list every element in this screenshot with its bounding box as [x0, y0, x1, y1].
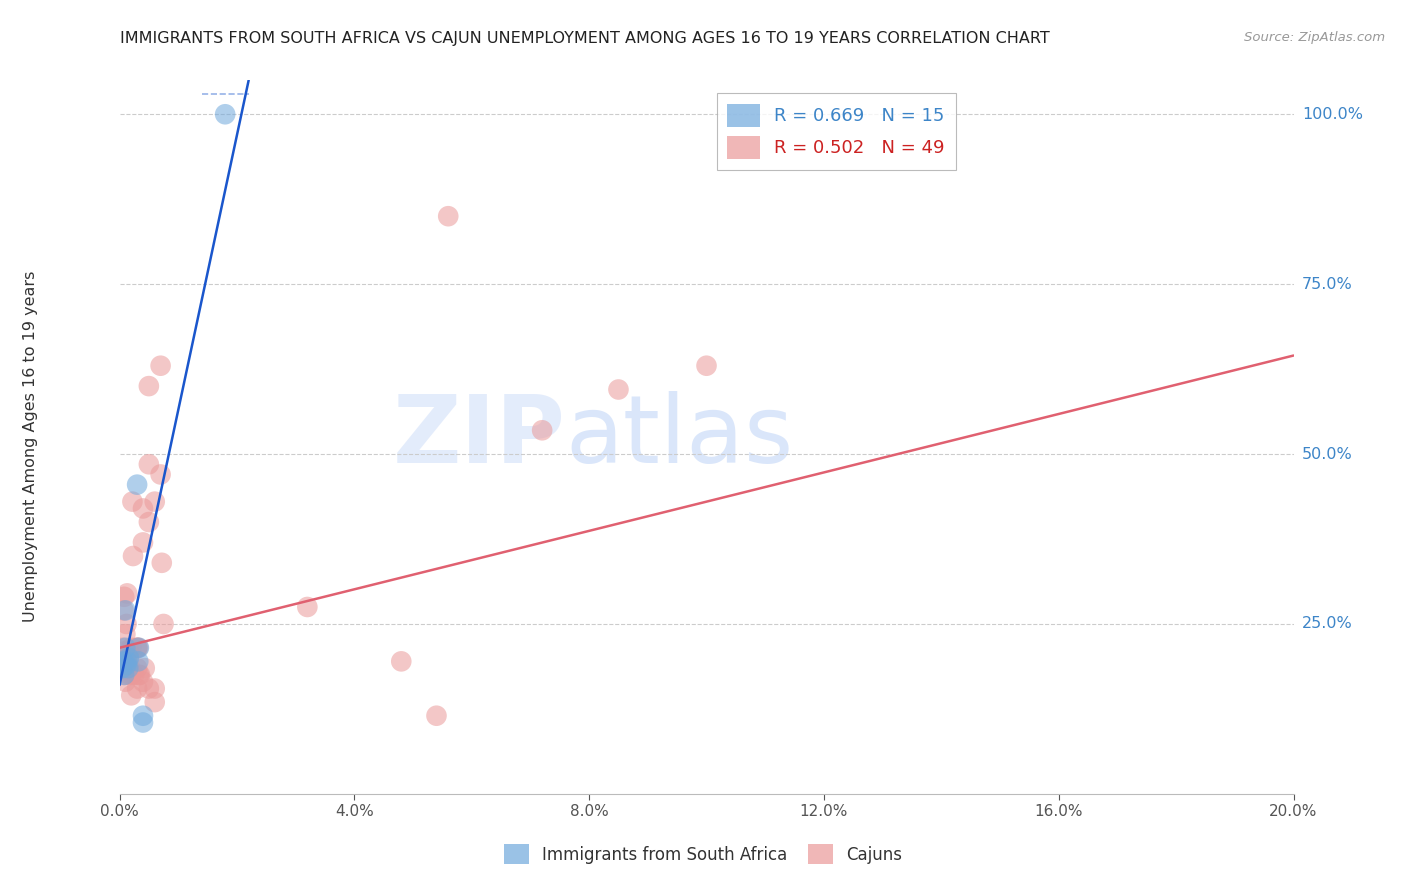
Legend: Immigrants from South Africa, Cajuns: Immigrants from South Africa, Cajuns	[498, 838, 908, 871]
Point	[129, 668, 152, 682]
Point	[121, 494, 143, 508]
Point	[127, 640, 149, 655]
Point	[118, 644, 141, 658]
Point	[696, 359, 718, 373]
Point	[127, 681, 149, 696]
Point	[111, 640, 134, 655]
Point	[132, 708, 155, 723]
Point	[132, 674, 155, 689]
Point	[127, 654, 149, 668]
Point	[120, 661, 142, 675]
Point	[607, 383, 630, 397]
Point	[117, 661, 139, 675]
Point	[389, 654, 412, 668]
Text: 25.0%: 25.0%	[1302, 616, 1353, 632]
Point	[127, 477, 149, 491]
Point	[122, 549, 145, 563]
Point	[143, 494, 166, 508]
Point	[118, 668, 141, 682]
Point	[152, 617, 174, 632]
Point	[114, 627, 136, 641]
Point	[132, 535, 155, 549]
Point	[531, 423, 554, 437]
Point	[111, 661, 134, 675]
Point	[297, 599, 319, 614]
Point	[115, 657, 138, 672]
Point	[437, 209, 460, 223]
Text: Unemployment Among Ages 16 to 19 years: Unemployment Among Ages 16 to 19 years	[24, 270, 38, 622]
Point	[143, 695, 166, 709]
Text: 100.0%: 100.0%	[1302, 107, 1362, 122]
Point	[128, 668, 150, 682]
Point	[127, 640, 149, 655]
Point	[149, 359, 172, 373]
Point	[149, 467, 172, 482]
Legend: R = 0.669   N = 15, R = 0.502   N = 49: R = 0.669 N = 15, R = 0.502 N = 49	[717, 93, 956, 170]
Text: 50.0%: 50.0%	[1302, 447, 1353, 461]
Point	[120, 689, 142, 703]
Point	[117, 651, 139, 665]
Text: atlas: atlas	[565, 391, 794, 483]
Point	[214, 107, 236, 121]
Point	[122, 668, 145, 682]
Point	[127, 661, 149, 675]
Point	[112, 668, 135, 682]
Point	[115, 586, 138, 600]
Point	[134, 661, 156, 675]
Text: IMMIGRANTS FROM SOUTH AFRICA VS CAJUN UNEMPLOYMENT AMONG AGES 16 TO 19 YEARS COR: IMMIGRANTS FROM SOUTH AFRICA VS CAJUN UN…	[120, 31, 1049, 46]
Point	[138, 379, 160, 393]
Point	[138, 515, 160, 529]
Point	[425, 708, 447, 723]
Point	[114, 644, 136, 658]
Point	[115, 654, 138, 668]
Point	[120, 668, 142, 682]
Point	[138, 457, 160, 471]
Point	[127, 640, 149, 655]
Point	[132, 715, 155, 730]
Point	[114, 674, 136, 689]
Point	[110, 654, 132, 668]
Point	[120, 640, 142, 655]
Point	[138, 681, 160, 696]
Point	[132, 501, 155, 516]
Point	[112, 590, 135, 604]
Text: ZIP: ZIP	[392, 391, 565, 483]
Point	[114, 640, 136, 655]
Text: 75.0%: 75.0%	[1302, 277, 1353, 292]
Point	[112, 603, 135, 617]
Point	[112, 654, 135, 668]
Point	[115, 617, 138, 632]
Point	[143, 681, 166, 696]
Text: Source: ZipAtlas.com: Source: ZipAtlas.com	[1244, 31, 1385, 45]
Point	[118, 651, 141, 665]
Point	[128, 640, 150, 655]
Point	[150, 556, 173, 570]
Point	[114, 603, 136, 617]
Point	[112, 668, 135, 682]
